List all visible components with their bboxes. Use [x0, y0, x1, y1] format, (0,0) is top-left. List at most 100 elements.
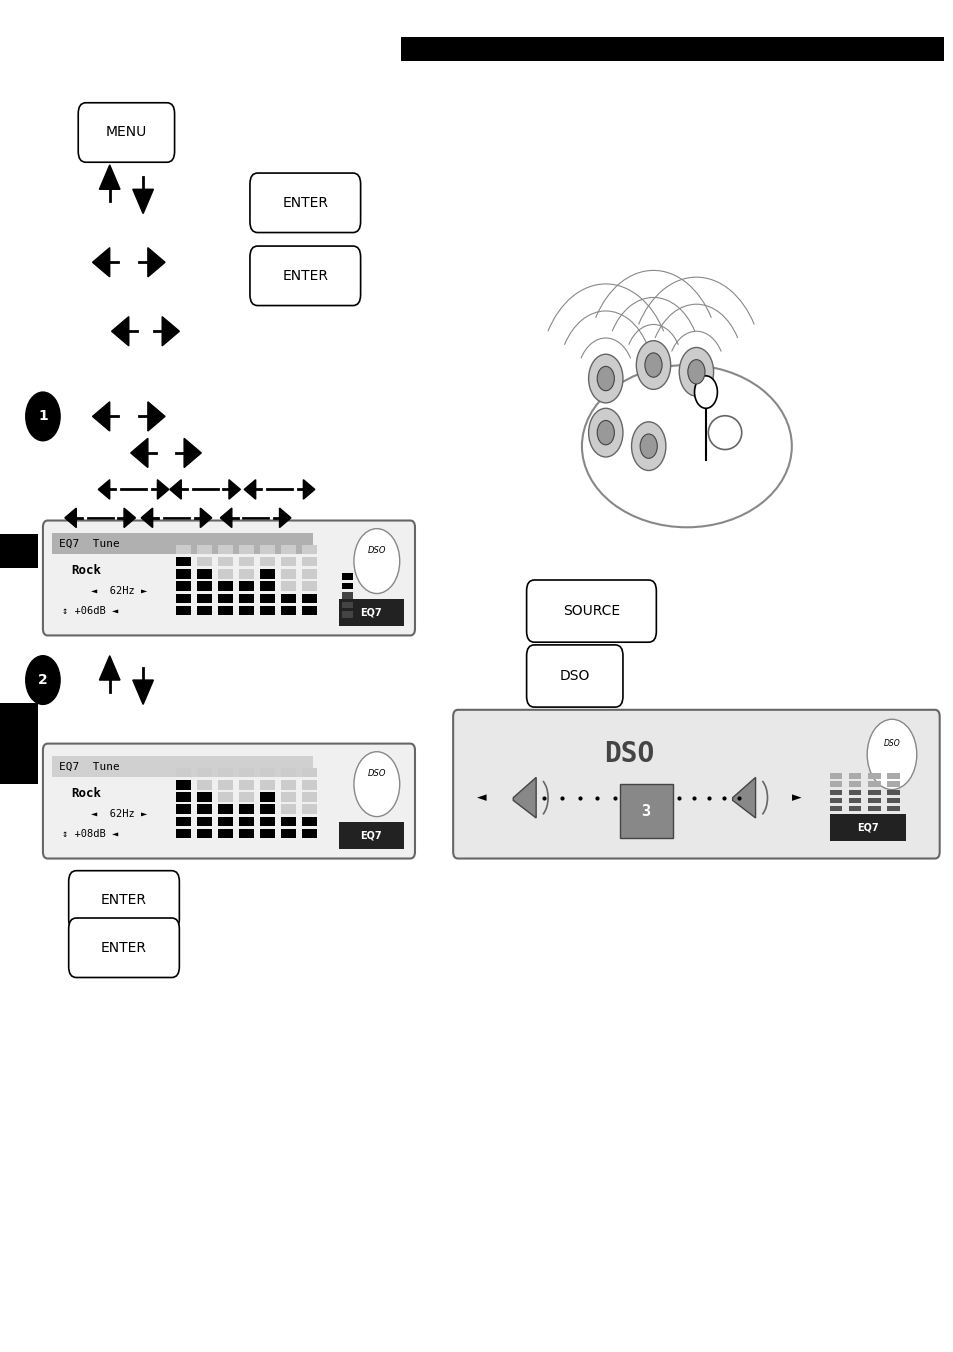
Text: EQ7: EQ7 [360, 830, 381, 841]
Circle shape [639, 434, 657, 458]
Polygon shape [124, 508, 135, 527]
Text: ◄  62Hz ►: ◄ 62Hz ► [91, 808, 147, 819]
Circle shape [597, 366, 614, 391]
Bar [302, 780, 316, 790]
FancyBboxPatch shape [250, 173, 360, 233]
Bar [197, 569, 212, 579]
Circle shape [636, 341, 670, 389]
Bar [197, 829, 212, 838]
Text: DSO: DSO [604, 741, 654, 768]
Circle shape [26, 392, 60, 441]
Text: EQ7: EQ7 [360, 607, 381, 618]
Bar [176, 804, 191, 814]
Bar [341, 592, 353, 599]
Polygon shape [200, 508, 212, 527]
Bar [176, 768, 191, 777]
Bar [281, 817, 295, 826]
Text: ENTER: ENTER [101, 941, 147, 955]
Bar [52, 756, 314, 777]
Bar [260, 780, 274, 790]
Polygon shape [220, 508, 232, 527]
Bar [848, 773, 861, 779]
Bar [848, 798, 861, 803]
Bar [848, 781, 861, 787]
Bar [341, 583, 353, 589]
Bar [197, 768, 212, 777]
Bar [867, 806, 880, 811]
Polygon shape [148, 402, 165, 431]
Circle shape [354, 529, 399, 594]
Polygon shape [229, 480, 240, 499]
FancyBboxPatch shape [78, 103, 174, 162]
Text: 3: 3 [640, 803, 650, 819]
Bar [302, 569, 316, 579]
Bar [260, 569, 274, 579]
Bar [0, 703, 38, 784]
Bar [218, 780, 233, 790]
FancyBboxPatch shape [250, 246, 360, 306]
Bar [886, 798, 899, 803]
FancyBboxPatch shape [43, 521, 415, 635]
Bar [338, 599, 403, 626]
Bar [197, 581, 212, 591]
Bar [260, 829, 274, 838]
Bar [197, 594, 212, 603]
Polygon shape [112, 316, 129, 346]
Text: ENTER: ENTER [282, 269, 328, 283]
Text: EQ7: EQ7 [857, 822, 878, 833]
FancyBboxPatch shape [69, 871, 179, 930]
Bar [197, 804, 212, 814]
Bar [239, 545, 253, 554]
Bar [218, 557, 233, 566]
Circle shape [866, 719, 916, 790]
Bar [218, 581, 233, 591]
Circle shape [588, 354, 622, 403]
Circle shape [687, 360, 704, 384]
Text: DSO: DSO [882, 740, 900, 748]
Circle shape [26, 656, 60, 704]
Bar [218, 804, 233, 814]
Bar [260, 792, 274, 802]
Bar [281, 792, 295, 802]
Bar [218, 817, 233, 826]
Bar [302, 545, 316, 554]
Bar [260, 557, 274, 566]
Bar [218, 606, 233, 615]
Bar [886, 806, 899, 811]
Bar [302, 594, 316, 603]
Bar [197, 780, 212, 790]
Bar [197, 606, 212, 615]
Bar [281, 557, 295, 566]
Bar [239, 780, 253, 790]
Polygon shape [303, 480, 314, 499]
Polygon shape [141, 508, 152, 527]
Circle shape [597, 420, 614, 445]
Bar [260, 768, 274, 777]
Bar [829, 790, 841, 795]
Polygon shape [99, 656, 120, 680]
Text: DSO: DSO [367, 769, 386, 777]
Bar [218, 768, 233, 777]
Bar [218, 594, 233, 603]
Bar [218, 829, 233, 838]
Text: Rock: Rock [71, 564, 101, 577]
Circle shape [694, 376, 717, 408]
Bar [829, 773, 841, 779]
Text: 1: 1 [38, 410, 48, 423]
Bar [281, 569, 295, 579]
Bar [867, 781, 880, 787]
Circle shape [588, 408, 622, 457]
Circle shape [679, 347, 713, 396]
Bar [302, 829, 316, 838]
FancyBboxPatch shape [69, 918, 179, 977]
Bar [281, 804, 295, 814]
Polygon shape [184, 438, 201, 468]
Bar [341, 611, 353, 618]
Polygon shape [279, 508, 291, 527]
FancyBboxPatch shape [453, 710, 939, 859]
Bar [176, 606, 191, 615]
Bar [341, 602, 353, 608]
Bar [281, 768, 295, 777]
Bar [302, 606, 316, 615]
Bar [338, 822, 403, 849]
